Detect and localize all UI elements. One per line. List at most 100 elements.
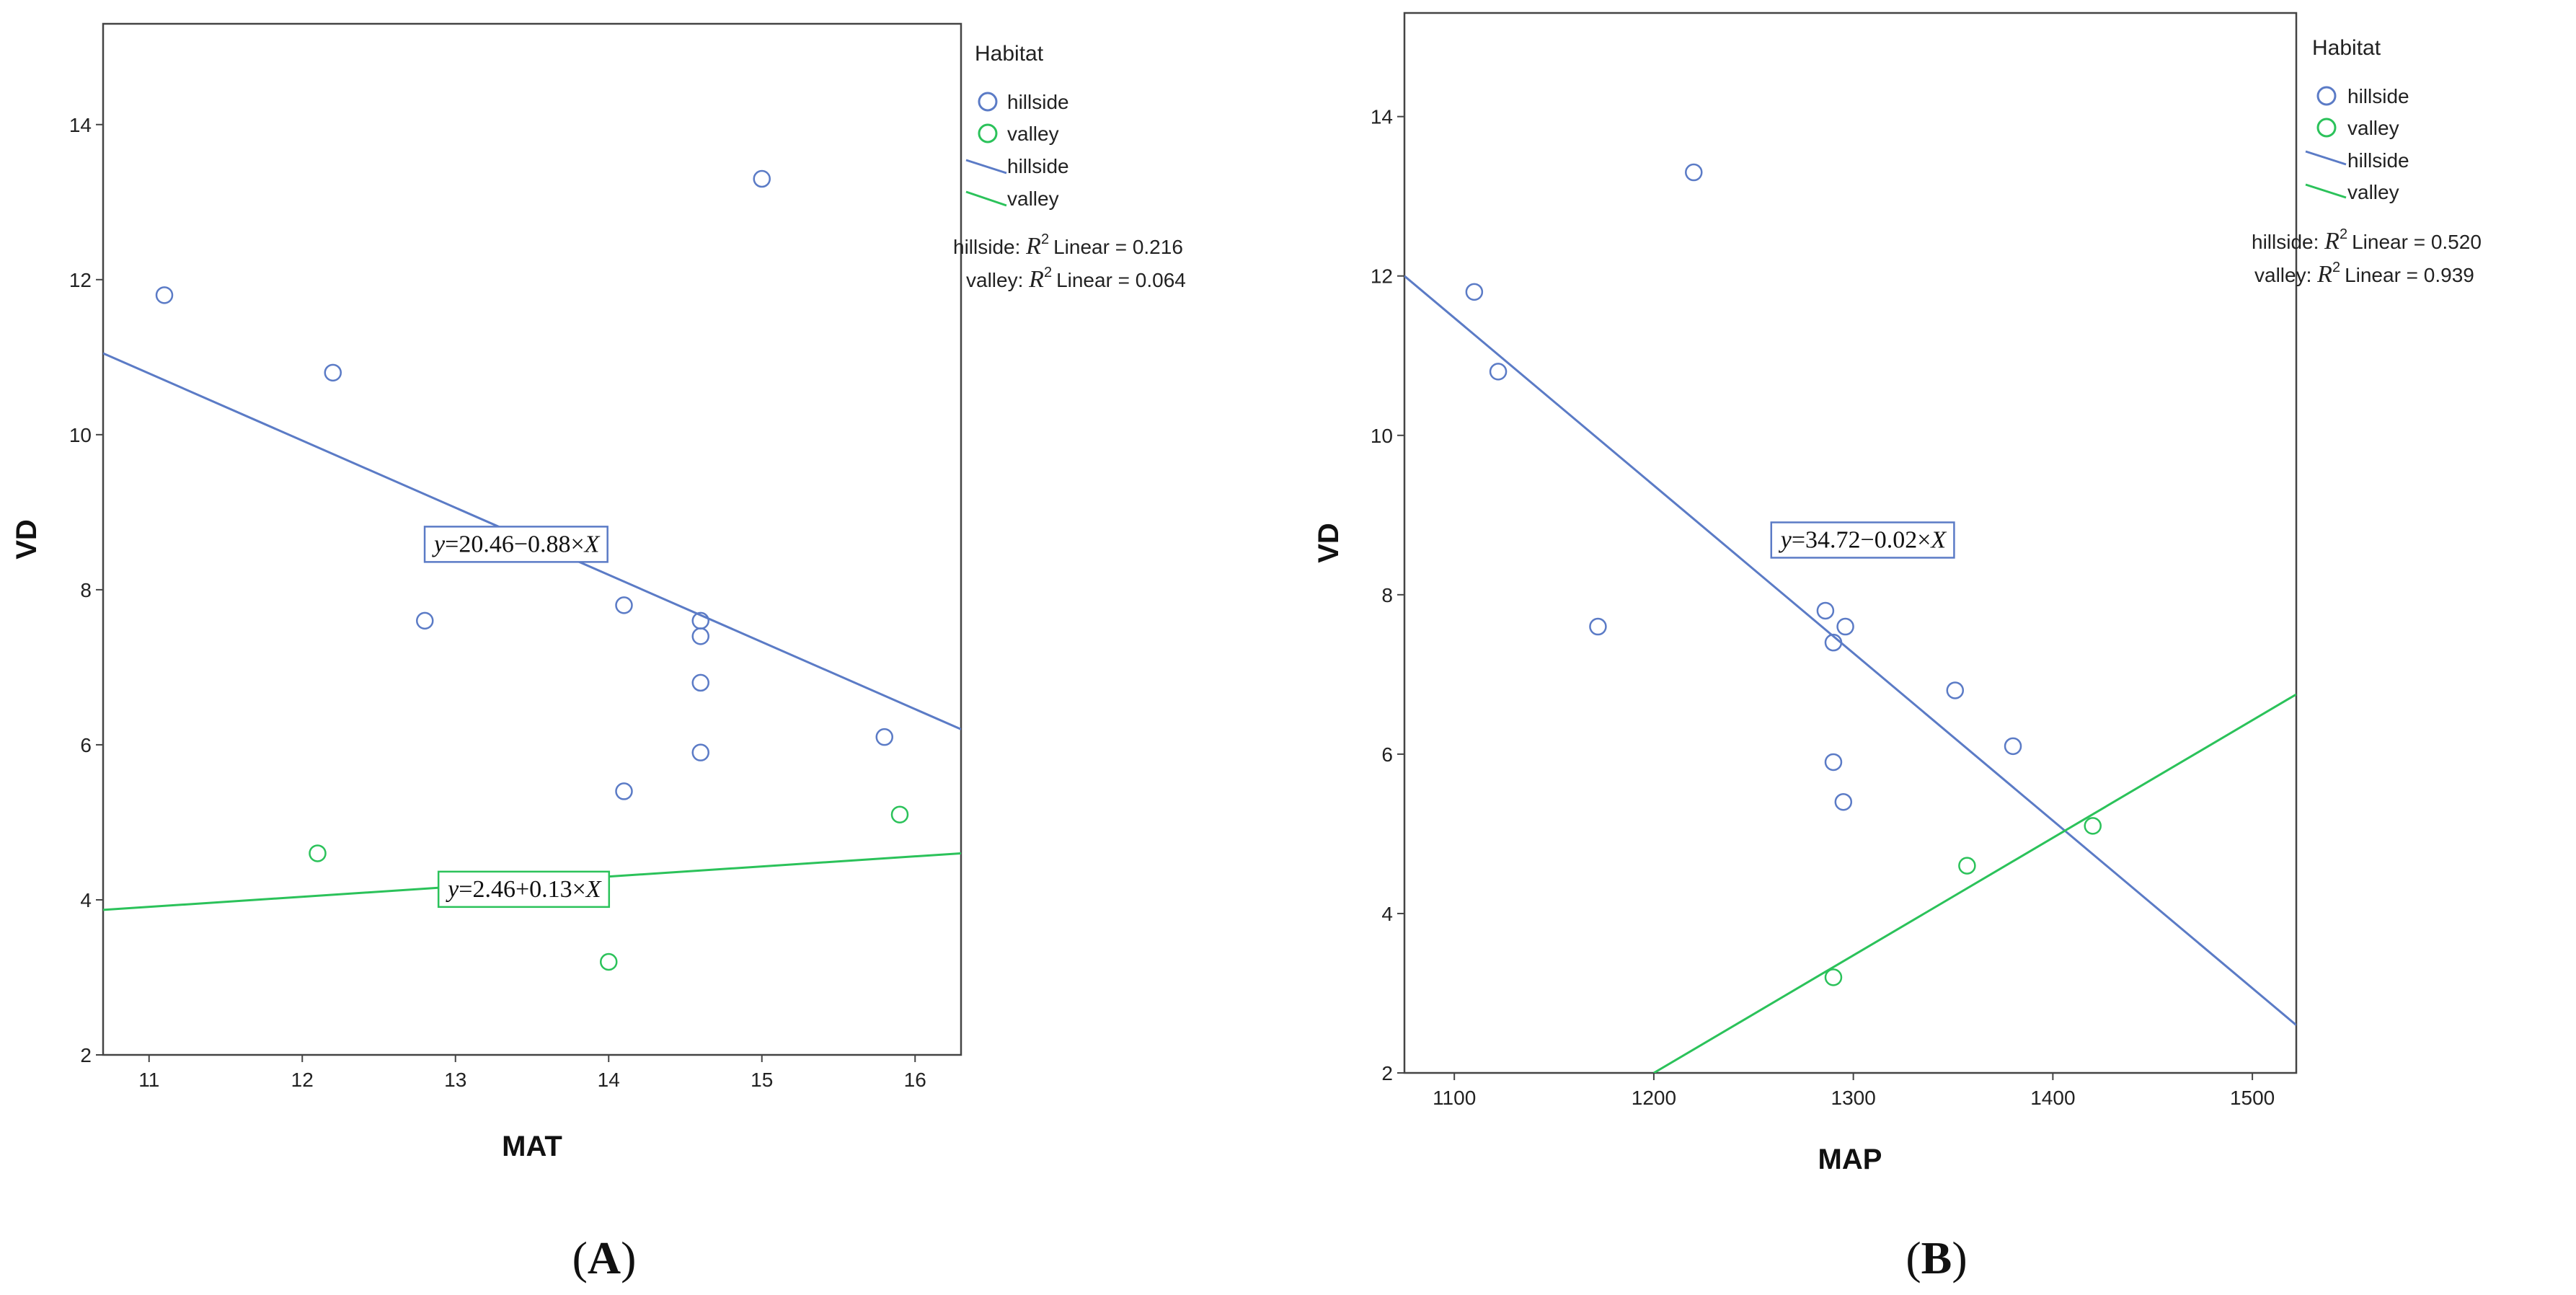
- point-hillside: [324, 363, 342, 382]
- x-tick-label: 1300: [1831, 1087, 1876, 1109]
- point-hillside: [1836, 617, 1854, 636]
- legend-title: Habitat: [2312, 36, 2381, 60]
- legend-entry-valley-line: valley: [2305, 181, 2399, 203]
- equation-text: y=20.46−0.88×X: [432, 531, 601, 557]
- point-valley: [2084, 817, 2102, 835]
- equation-hillside: y=34.72−0.02×X: [1770, 521, 1955, 559]
- legend-valley-marker-icon: [2316, 118, 2337, 138]
- data-points: [155, 169, 909, 971]
- point-hillside: [155, 286, 174, 304]
- point-valley: [1824, 968, 1843, 986]
- legend-label: valley: [2347, 181, 2399, 203]
- point-hillside: [1685, 163, 1703, 182]
- x-tick-label: 16: [904, 1069, 926, 1091]
- y-tick-label: 4: [80, 889, 92, 911]
- panel-label-a: (A): [572, 1232, 637, 1283]
- point-hillside: [691, 673, 709, 692]
- x-tick-label: 1200: [1632, 1087, 1676, 1109]
- point-valley: [1958, 857, 1976, 875]
- point-hillside: [2004, 737, 2022, 756]
- fit-lines: [103, 352, 961, 911]
- point-hillside: [691, 743, 709, 761]
- point-hillside: [875, 728, 893, 746]
- x-tick-label: 12: [291, 1069, 314, 1091]
- chart-panel-b: 1100 1200 1300 1400 1500 2 4 6 8 10 12 14 y=34.72−…: [1313, 12, 2482, 1283]
- x-tick-label: 14: [598, 1069, 620, 1091]
- legend-hillside-marker-icon: [978, 92, 998, 112]
- legend-entry-valley-marker: valley: [2316, 117, 2399, 139]
- x-tick-label: 1100: [1433, 1087, 1476, 1109]
- legend-entry-hillside-marker: hillside: [2316, 85, 2409, 107]
- x-axis-title: MAT: [502, 1131, 562, 1162]
- legend-title: Habitat: [975, 42, 1044, 66]
- point-valley: [600, 953, 618, 971]
- point-hillside: [753, 169, 771, 188]
- point-valley: [890, 805, 909, 823]
- legend-label: valley: [2347, 117, 2399, 139]
- legend-hillside-line-icon: [965, 159, 1007, 174]
- y-tick-label: 8: [1381, 584, 1393, 606]
- y-tick-label: 6: [80, 734, 92, 756]
- y-tick-label: 12: [1371, 265, 1393, 288]
- equation-text: y=2.46+0.13×X: [446, 876, 602, 903]
- point-hillside: [1489, 363, 1508, 381]
- panel-label-b: (B): [1906, 1232, 1967, 1283]
- point-hillside: [615, 782, 633, 800]
- fit-lines: [1404, 275, 2296, 1073]
- r2-hillside: hillside: R2 Linear = 0.520: [2252, 226, 2482, 255]
- y-axis-title: VD: [1313, 523, 1345, 563]
- y-tick-label: 10: [69, 424, 92, 446]
- legend-entry-valley-line: valley: [965, 187, 1059, 210]
- y-axis-ticks: 2 4 6 8 10 12 14: [69, 114, 103, 1066]
- equation-box: [437, 870, 611, 909]
- equation-box: [1770, 521, 1955, 559]
- point-hillside: [1465, 283, 1484, 301]
- y-axis-title: VD: [11, 519, 43, 560]
- legend: Habitat hillside valley hillside valley …: [953, 42, 1186, 293]
- r2-valley: valley: R2 Linear = 0.939: [2254, 260, 2474, 288]
- legend-label: hillside: [2347, 149, 2409, 172]
- legend-entry-hillside-line: hillside: [965, 155, 1069, 177]
- regression-equations: y=34.72−0.02×X: [1770, 521, 1955, 559]
- x-tick-label: 1400: [2030, 1087, 2075, 1109]
- x-axis-ticks: 11 12 13 14 15 16: [138, 1055, 926, 1091]
- equation-text: y=34.72−0.02×X: [1779, 526, 1947, 553]
- fit-line-valley: [1653, 693, 2296, 1073]
- y-tick-label: 10: [1371, 425, 1393, 447]
- legend-hillside-line-icon: [2305, 150, 2347, 166]
- legend-valley-marker-icon: [978, 123, 998, 143]
- data-points: [1465, 163, 2102, 986]
- y-tick-label: 2: [80, 1044, 92, 1066]
- r2-valley: valley: R2 Linear = 0.064: [966, 265, 1186, 293]
- legend-label: hillside: [2347, 85, 2409, 107]
- y-tick-label: 2: [1381, 1062, 1393, 1084]
- legend-valley-line-icon: [965, 190, 1007, 207]
- regression-equations: y=20.46−0.88×X y=2.46+0.13×X: [423, 526, 611, 909]
- legend-valley-line-icon: [2305, 183, 2347, 199]
- fit-line-hillside: [1404, 275, 2296, 1026]
- x-tick-label: 13: [444, 1069, 466, 1091]
- point-hillside: [1589, 617, 1607, 636]
- y-tick-label: 8: [80, 579, 92, 601]
- legend-entry-valley-marker: valley: [978, 123, 1059, 145]
- equation-box: [423, 526, 608, 563]
- legend-hillside-marker-icon: [2316, 86, 2337, 106]
- legend-entry-hillside-line: hillside: [2305, 149, 2409, 172]
- legend-entry-hillside-marker: hillside: [978, 91, 1069, 113]
- point-hillside: [615, 596, 633, 614]
- plot-frame: [1403, 12, 2298, 1074]
- y-tick-label: 6: [1381, 743, 1393, 766]
- legend-label: valley: [1007, 187, 1059, 210]
- y-axis-ticks: 2 4 6 8 10 12 14: [1371, 106, 1404, 1084]
- point-hillside: [1946, 681, 1965, 699]
- y-tick-label: 14: [1371, 106, 1393, 128]
- y-tick-label: 14: [69, 114, 92, 136]
- plot-frame: [102, 22, 962, 1056]
- x-tick-label: 15: [751, 1069, 773, 1091]
- x-tick-label: 11: [138, 1069, 159, 1091]
- point-hillside: [1824, 753, 1843, 772]
- point-hillside: [1834, 792, 1853, 811]
- point-valley: [309, 844, 327, 862]
- point-hillside: [1816, 601, 1835, 620]
